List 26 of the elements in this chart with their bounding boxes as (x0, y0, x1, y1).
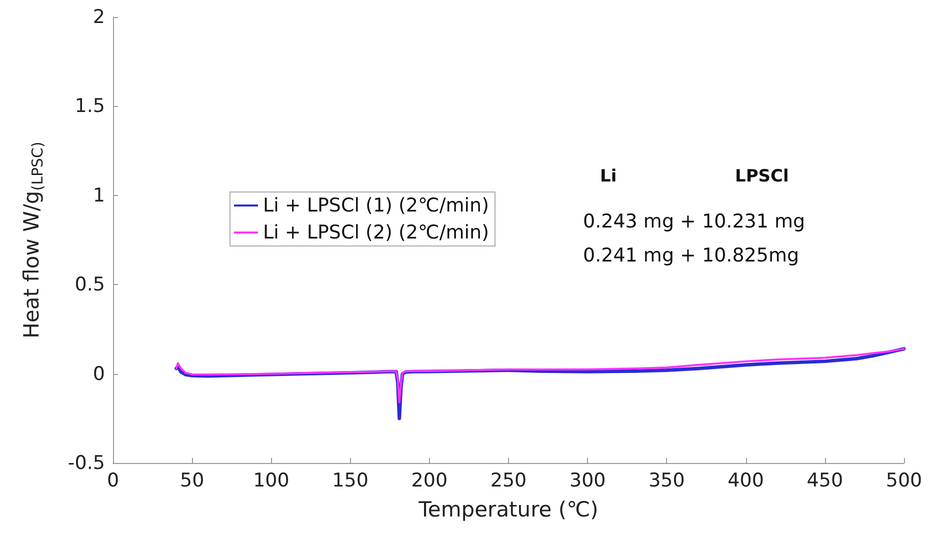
x-tick-label: 400 (728, 470, 764, 492)
x-tick-label: 200 (411, 470, 448, 492)
x-tick-label: 250 (490, 470, 527, 492)
x-axis-title: Temperature (℃) (418, 498, 598, 522)
x-tick-label: 450 (806, 470, 844, 492)
x-tick-label: 100 (253, 470, 290, 492)
x-tick-label: 500 (886, 470, 922, 492)
y-axis-title: Heat flow W/g(LPSC) (20, 142, 46, 338)
annotation: Li (600, 166, 617, 186)
x-tick-label: 150 (332, 470, 368, 492)
x-tick-label: 0 (106, 470, 120, 492)
y-tick-label: 0 (92, 362, 105, 385)
x-tick-label: 300 (569, 470, 606, 492)
line-series (175, 348, 905, 404)
y-tick-label: 1 (92, 184, 105, 206)
annotation: 0.243 mg + 10.231 mg (583, 210, 806, 232)
legend-label: Li + LPSCl (2) (2℃/min) (263, 222, 489, 244)
y-tick-label: 1.5 (74, 95, 105, 118)
y-tick-label: 0.5 (74, 274, 105, 296)
x-tick-label: 50 (180, 470, 204, 492)
y-tick-label: 2 (92, 6, 105, 28)
y-tick-label: -0.5 (68, 452, 105, 474)
annotation: LPSCl (735, 166, 789, 186)
x-tick-label: 350 (648, 470, 685, 492)
annotation: 0.241 mg + 10.825mg (583, 244, 800, 266)
legend-label: Li + LPSCl (1) (2℃/min) (263, 194, 489, 216)
